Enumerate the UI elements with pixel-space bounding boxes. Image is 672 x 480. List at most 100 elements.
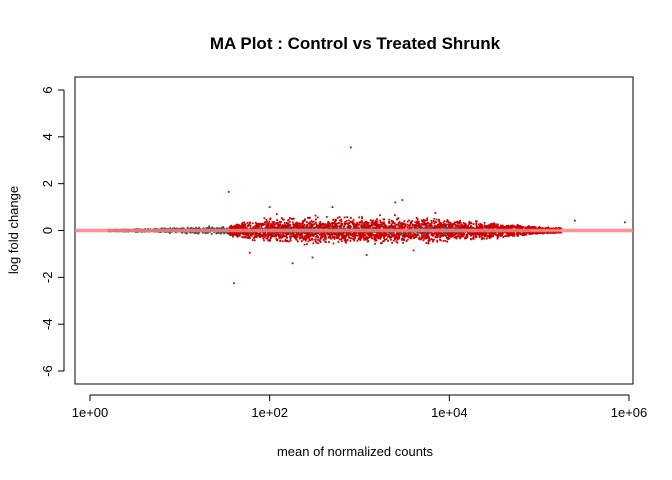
ma-point-red [464,223,467,225]
ma-point-red [445,234,448,237]
ma-point-grey [169,232,171,234]
ma-point-red [253,239,256,242]
ma-point-red [463,227,466,229]
ma-point-red [307,236,310,239]
x-axis-label: mean of normalized counts [277,444,434,459]
ma-point-red [312,220,315,223]
ma-point-red [411,223,414,226]
ma-point-red [440,232,443,235]
ma-point-red [349,239,352,242]
ma-point-red [365,222,368,225]
ma-point-red [319,221,322,223]
ma-point-red [308,233,311,236]
ma-point-red [277,234,280,236]
ma-point-red [410,237,413,240]
ma-point-red [318,233,321,236]
ma-point-red [388,232,391,235]
ma-point-red [358,237,361,240]
ma-point-red [395,227,398,230]
ma-point-red [388,218,391,221]
ma-point-red [282,232,284,234]
ma-point-red [371,234,374,236]
ma-point-red [453,223,456,226]
ma-point-red [478,226,481,229]
ma-point-red [331,233,334,236]
ma-point-red [375,239,378,242]
ma-point-red [440,222,443,225]
ma-point-red [339,238,341,241]
ma-point-red [465,225,467,227]
ma-point-red [523,234,526,237]
ma-point-red [345,234,348,237]
ma-outlier-point [291,262,294,265]
ma-point-red [407,232,410,235]
ma-point-red [507,224,510,227]
ma-point-red [376,234,378,237]
ma-point-red [345,222,348,225]
ma-point-red [436,240,439,243]
ma-point-red [439,238,441,241]
ma-point-red [525,226,528,229]
ma-point-red [308,216,311,219]
ma-point-red [486,225,489,228]
ma-point-red [439,225,441,228]
ma-point-red [326,222,329,225]
ma-point-red [460,231,463,234]
ma-outlier-point [275,213,278,216]
ma-point-red [317,232,320,235]
ma-point-red [378,226,381,229]
ma-point-red [516,226,519,229]
ma-point-red [515,226,517,228]
ma-point-red [384,224,387,227]
ma-point-red [321,236,324,239]
ma-point-red [418,236,421,239]
ma-point-red [326,232,329,235]
ma-point-red [481,234,484,236]
ma-point-red [344,234,347,237]
ma-point-red [298,225,301,228]
ma-point-red [383,224,386,226]
ma-point-grey [317,227,320,230]
ma-point-red [478,235,481,237]
ma-point-red [441,233,444,236]
ma-point-red [301,236,304,239]
ma-point-red [458,225,461,228]
ma-point-red [323,237,326,240]
ma-point-red [446,223,449,226]
ma-point-red [308,217,310,219]
ma-point-red [421,235,424,238]
ma-point-red [459,237,462,240]
ma-point-red [423,234,426,237]
ma-point-red [340,224,342,227]
ma-point-grey [174,231,177,234]
ma-point-red [244,235,246,238]
ma-point-red [467,225,470,228]
ma-point-red [269,233,272,236]
ma-point-red [414,234,417,237]
ma-point-red [413,232,416,235]
ma-point-red [453,226,456,229]
ma-point-red [267,223,269,226]
ma-point-red [458,236,461,238]
ma-point-red [363,231,366,234]
ma-point-red [458,222,461,225]
ma-point-red [394,236,397,239]
ma-point-grey [436,226,439,229]
ma-point-red [261,235,264,237]
ma-point-red [449,224,452,227]
ma-point-red [528,231,531,234]
ma-point-red [270,235,273,238]
ma-point-red [470,222,473,225]
ma-point-red [425,223,428,226]
ma-point-grey [294,234,297,236]
ma-point-red [294,223,297,226]
ma-point-red [430,238,433,240]
ma-point-red [383,233,386,236]
ma-point-red [407,236,410,239]
ma-point-red [537,231,540,234]
ma-point-red [524,231,527,234]
ma-point-red [531,227,534,230]
ma-point-red [294,222,297,225]
ma-point-red [251,239,254,241]
ma-point-red [342,235,345,238]
